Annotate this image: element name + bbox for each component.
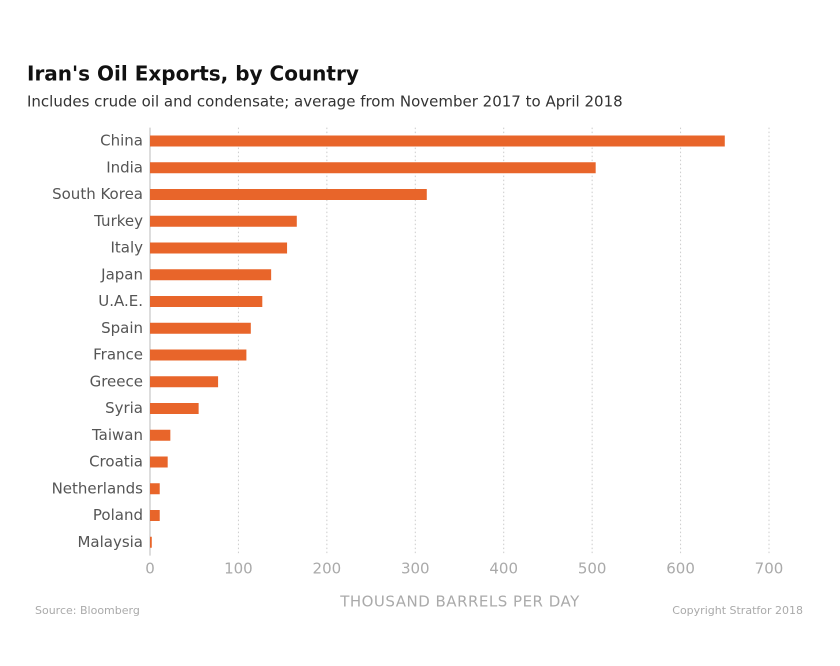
bar <box>150 162 596 174</box>
bar <box>150 429 171 441</box>
y-tick-label: Turkey <box>93 212 143 230</box>
credit: Copyright Stratfor 2018 <box>672 604 803 617</box>
bar <box>150 403 199 414</box>
y-tick-label: Japan <box>100 265 143 283</box>
x-tick-label: 700 <box>755 560 784 578</box>
bar <box>150 242 288 254</box>
bar <box>150 189 427 200</box>
x-tick-label: 600 <box>666 560 695 578</box>
x-tick-label: 200 <box>313 560 342 578</box>
bar <box>150 349 247 361</box>
bar <box>150 322 251 334</box>
y-tick-label: Taiwan <box>91 426 143 444</box>
y-tick-label: Croatia <box>89 453 143 471</box>
x-tick-label: 100 <box>224 560 253 578</box>
y-tick-label: India <box>106 158 143 176</box>
y-tick-label: Netherlands <box>52 479 144 497</box>
chart-subtitle: Includes crude oil and condensate; avera… <box>27 93 623 111</box>
source: Source: Bloomberg <box>35 604 140 617</box>
y-tick-label: Syria <box>105 399 143 417</box>
y-tick-label: South Korea <box>52 185 143 203</box>
x-tick-label: 0 <box>145 560 155 578</box>
bar <box>150 456 168 468</box>
x-axis-label: THOUSAND BARRELS PER DAY <box>339 593 580 611</box>
y-tick-label: France <box>93 346 143 364</box>
y-tick-label: China <box>100 132 143 150</box>
y-tick-label: Greece <box>90 372 143 390</box>
bar <box>150 135 725 147</box>
y-tick-label: Italy <box>110 239 143 257</box>
bar <box>150 510 160 521</box>
bar <box>150 536 152 548</box>
y-tick-label: U.A.E. <box>98 292 143 310</box>
y-tick-label: Spain <box>101 319 143 337</box>
chart-title: Iran's Oil Exports, by Country <box>27 62 359 86</box>
bar <box>150 376 219 388</box>
bar <box>150 215 297 227</box>
x-tick-label: 300 <box>401 560 430 578</box>
bar <box>150 483 160 495</box>
x-tick-label: 500 <box>578 560 607 578</box>
y-tick-label: Poland <box>93 506 143 524</box>
y-tick-label: Malaysia <box>77 533 143 551</box>
bar <box>150 269 272 281</box>
x-tick-label: 400 <box>489 560 518 578</box>
bar <box>150 296 263 307</box>
